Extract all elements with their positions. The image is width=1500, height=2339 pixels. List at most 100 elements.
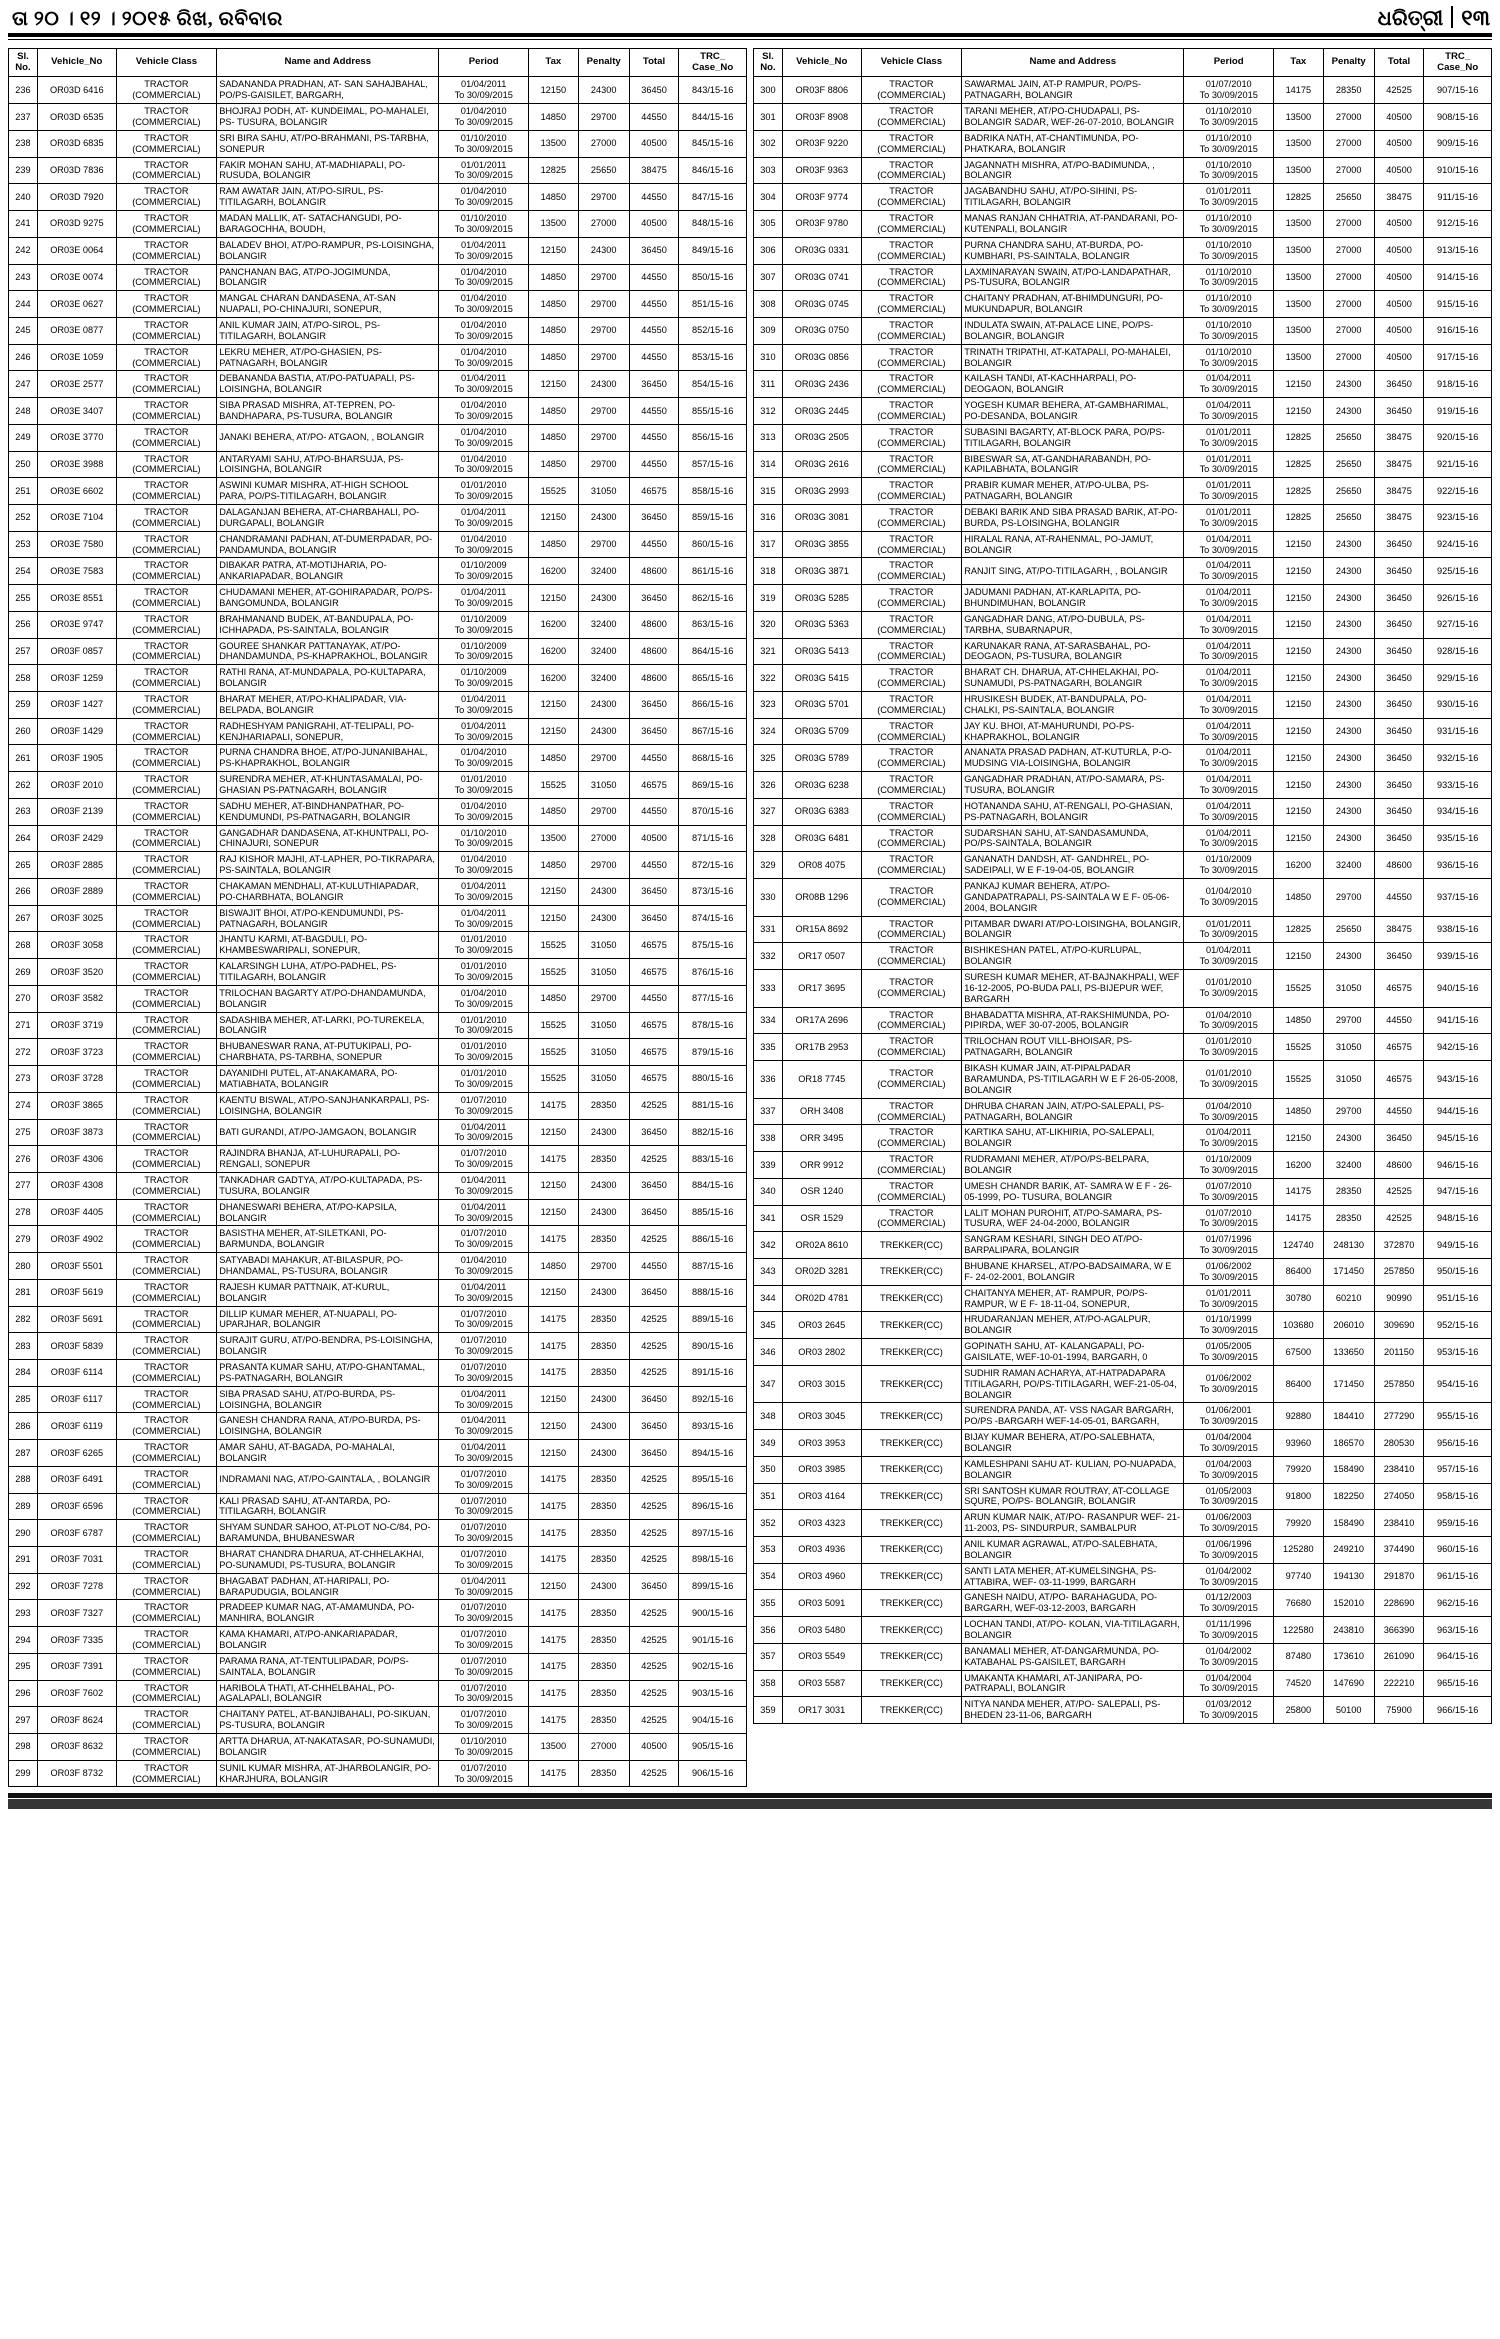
cell-trc-case-no: 908/15-16 bbox=[1423, 103, 1492, 131]
cell-sl-no: 331 bbox=[753, 915, 783, 944]
cell-total: 40500 bbox=[628, 824, 680, 853]
cell-penalty: 24300 bbox=[1322, 744, 1375, 773]
cell-sl-no: 353 bbox=[753, 1536, 783, 1564]
cell-tax: 14850 bbox=[528, 450, 579, 479]
cell-sl-no: 290 bbox=[8, 1519, 38, 1547]
cell-sl-no: 304 bbox=[753, 183, 783, 212]
cell-name-address: ANIL KUMAR JAIN, AT/PO-SIROL, PS-TITILAG… bbox=[216, 316, 440, 345]
cell-period: 01/10/2010 To 30/09/2015 bbox=[1183, 156, 1275, 185]
cell-name-address: GOUREE SHANKAR PATTANAYAK, AT/PO-DHANDAM… bbox=[216, 637, 440, 666]
cell-tax: 14175 bbox=[528, 1332, 579, 1360]
cell-period: 01/01/2010 To 30/09/2015 bbox=[1183, 1060, 1275, 1099]
table-row: 317 OR03G 3855 TRACTOR (COMMERCIAL) HIRALAL … bbox=[753, 530, 1492, 559]
cell-tax: 91800 bbox=[1273, 1482, 1324, 1511]
cell-total: 42525 bbox=[628, 1225, 680, 1254]
cell-penalty: 29700 bbox=[577, 343, 630, 372]
cell-sl-no: 252 bbox=[8, 503, 38, 532]
cell-vehicle-class: TRACTOR (COMMERCIAL) bbox=[860, 771, 963, 799]
cell-trc-case-no: 906/15-16 bbox=[678, 1759, 747, 1788]
cell-name-address: JAY KU. BHOI, AT-MAHURUNDI, PO-PS-KHAPRA… bbox=[961, 717, 1185, 746]
cell-vehicle-no: OR03E 9747 bbox=[36, 610, 117, 639]
cell-total: 257850 bbox=[1373, 1364, 1425, 1404]
cell-period: 01/04/2010 To 30/09/2015 bbox=[438, 316, 530, 345]
cell-tax: 16200 bbox=[528, 557, 579, 586]
cell-tax: 16200 bbox=[1273, 1151, 1324, 1179]
cell-total: 36450 bbox=[628, 878, 680, 906]
cell-vehicle-class: TREKKER(CC) bbox=[860, 1562, 963, 1591]
cell-sl-no: 330 bbox=[753, 878, 783, 917]
cell-sl-no: 240 bbox=[8, 183, 38, 212]
cell-vehicle-class: TRACTOR (COMMERCIAL) bbox=[860, 1097, 963, 1126]
col-header-period: Period bbox=[1183, 47, 1275, 78]
cell-period: 01/04/2010 To 30/09/2015 bbox=[438, 797, 530, 826]
cell-period: 01/04/2002 To 30/09/2015 bbox=[1183, 1642, 1275, 1671]
table-row: 319 OR03G 5285 TRACTOR (COMMERCIAL) JADUMANI… bbox=[753, 584, 1492, 612]
cell-tax: 12825 bbox=[1273, 503, 1324, 532]
table-row: 313 OR03G 2505 TRACTOR (COMMERCIAL) SUBASINI… bbox=[753, 423, 1492, 452]
cell-vehicle-class: TRACTOR (COMMERCIAL) bbox=[115, 1679, 218, 1708]
table-row: 286 OR03F 6119 TRACTOR (COMMERCIAL) GANESH C… bbox=[8, 1412, 747, 1441]
cell-penalty: 173610 bbox=[1322, 1642, 1375, 1671]
cell-sl-no: 285 bbox=[8, 1385, 38, 1414]
cell-vehicle-class: TRACTOR (COMMERCIAL) bbox=[115, 423, 218, 452]
cell-penalty: 29700 bbox=[577, 797, 630, 826]
cell-period: 01/07/2010 To 30/09/2015 bbox=[438, 1546, 530, 1574]
cell-sl-no: 257 bbox=[8, 637, 38, 666]
cell-total: 40500 bbox=[628, 210, 680, 238]
cell-name-address: KALI PRASAD SAHU, AT-ANTARDA, PO-TITILAG… bbox=[216, 1492, 440, 1521]
table-row: 267 OR03F 3025 TRACTOR (COMMERCIAL) BISWAJIT… bbox=[8, 904, 747, 933]
cell-penalty: 29700 bbox=[577, 423, 630, 452]
cell-vehicle-no: OR02D 3281 bbox=[781, 1257, 862, 1286]
cell-name-address: JAGANNATH MISHRA, AT/PO-BADIMUNDA, , BOL… bbox=[961, 156, 1185, 185]
cell-sl-no: 312 bbox=[753, 397, 783, 425]
cell-total: 38475 bbox=[1373, 423, 1425, 452]
table-row: 273 OR03F 3728 TRACTOR (COMMERCIAL) DAYANIDH… bbox=[8, 1065, 747, 1093]
col-header-vehicle-no: Vehicle_No bbox=[36, 47, 117, 78]
cell-total: 38475 bbox=[1373, 477, 1425, 505]
table-row: 297 OR03F 8624 TRACTOR (COMMERCIAL) CHAITANY… bbox=[8, 1706, 747, 1735]
cell-sl-no: 262 bbox=[8, 771, 38, 799]
cell-vehicle-class: TRACTOR (COMMERCIAL) bbox=[115, 1358, 218, 1387]
cell-period: 01/07/2010 To 30/09/2015 bbox=[1183, 76, 1275, 105]
cell-trc-case-no: 864/15-16 bbox=[678, 637, 747, 666]
cell-trc-case-no: 948/15-16 bbox=[1423, 1204, 1492, 1233]
table-row: 336 OR18 7745 TRACTOR (COMMERCIAL) BIKASH KU… bbox=[753, 1060, 1492, 1099]
cell-name-address: KAILASH TANDI, AT-KACHHARPALI, PO-DEOGAO… bbox=[961, 370, 1185, 399]
cell-name-address: LAXMINARAYAN SWAIN, AT/PO-LANDAPATHAR, P… bbox=[961, 263, 1185, 292]
cell-trc-case-no: 849/15-16 bbox=[678, 236, 747, 265]
cell-name-address: RAJESH KUMAR PATTNAIK, AT-KURUL, BOLANGI… bbox=[216, 1278, 440, 1307]
table-row: 344 OR02D 4781 TREKKER(CC) CHAITANYA MEHER,… bbox=[753, 1284, 1492, 1313]
cell-vehicle-no: OR03F 8806 bbox=[781, 76, 862, 105]
table-row: 327 OR03G 6383 TRACTOR (COMMERCIAL) HOTANAND… bbox=[753, 797, 1492, 826]
table-row: 329 OR08 4075 TRACTOR (COMMERCIAL) GANANATH … bbox=[753, 851, 1492, 880]
cell-penalty: 24300 bbox=[1322, 397, 1375, 425]
cell-tax: 14175 bbox=[528, 1519, 579, 1547]
cell-total: 42525 bbox=[628, 1546, 680, 1574]
cell-penalty: 25650 bbox=[1322, 477, 1375, 505]
cell-name-address: KARTIKA SAHU, AT-LIKHIRIA, PO-SALEPALI, … bbox=[961, 1124, 1185, 1153]
table-row: 264 OR03F 2429 TRACTOR (COMMERCIAL) GANGADHA… bbox=[8, 824, 747, 853]
cell-period: 01/10/2010 To 30/09/2015 bbox=[1183, 263, 1275, 292]
cell-name-address: SRI SANTOSH KUMAR ROUTRAY, AT-COLLAGE SQ… bbox=[961, 1482, 1185, 1511]
cell-total: 46575 bbox=[628, 477, 680, 505]
cell-tax: 13500 bbox=[1273, 316, 1324, 345]
col-header-sl-no: Sl. No. bbox=[8, 47, 38, 78]
cell-vehicle-class: TRACTOR (COMMERCIAL) bbox=[115, 878, 218, 906]
cell-total: 40500 bbox=[1373, 210, 1425, 238]
cell-vehicle-class: TRACTOR (COMMERCIAL) bbox=[115, 557, 218, 586]
cell-vehicle-no: OR03E 0064 bbox=[36, 236, 117, 265]
cell-total: 261090 bbox=[1373, 1642, 1425, 1671]
cell-vehicle-class: TRACTOR (COMMERCIAL) bbox=[115, 1305, 218, 1334]
cell-vehicle-class: TRACTOR (COMMERCIAL) bbox=[115, 584, 218, 612]
cell-vehicle-class: TRACTOR (COMMERCIAL) bbox=[115, 1439, 218, 1467]
cell-total: 222210 bbox=[1373, 1669, 1425, 1698]
cell-period: 01/01/2011 To 30/09/2015 bbox=[1183, 1284, 1275, 1313]
cell-vehicle-class: TRACTOR (COMMERCIAL) bbox=[860, 915, 963, 944]
cell-penalty: 24300 bbox=[577, 370, 630, 399]
cell-tax: 16200 bbox=[528, 664, 579, 692]
cell-tax: 92880 bbox=[1273, 1402, 1324, 1431]
table-row: 354 OR03 4960 TREKKER(CC) SANTI LATA MEHER,… bbox=[753, 1562, 1492, 1591]
cell-penalty: 28350 bbox=[577, 1091, 630, 1120]
cell-total: 44550 bbox=[628, 530, 680, 559]
cell-vehicle-no: OR03G 5789 bbox=[781, 744, 862, 773]
